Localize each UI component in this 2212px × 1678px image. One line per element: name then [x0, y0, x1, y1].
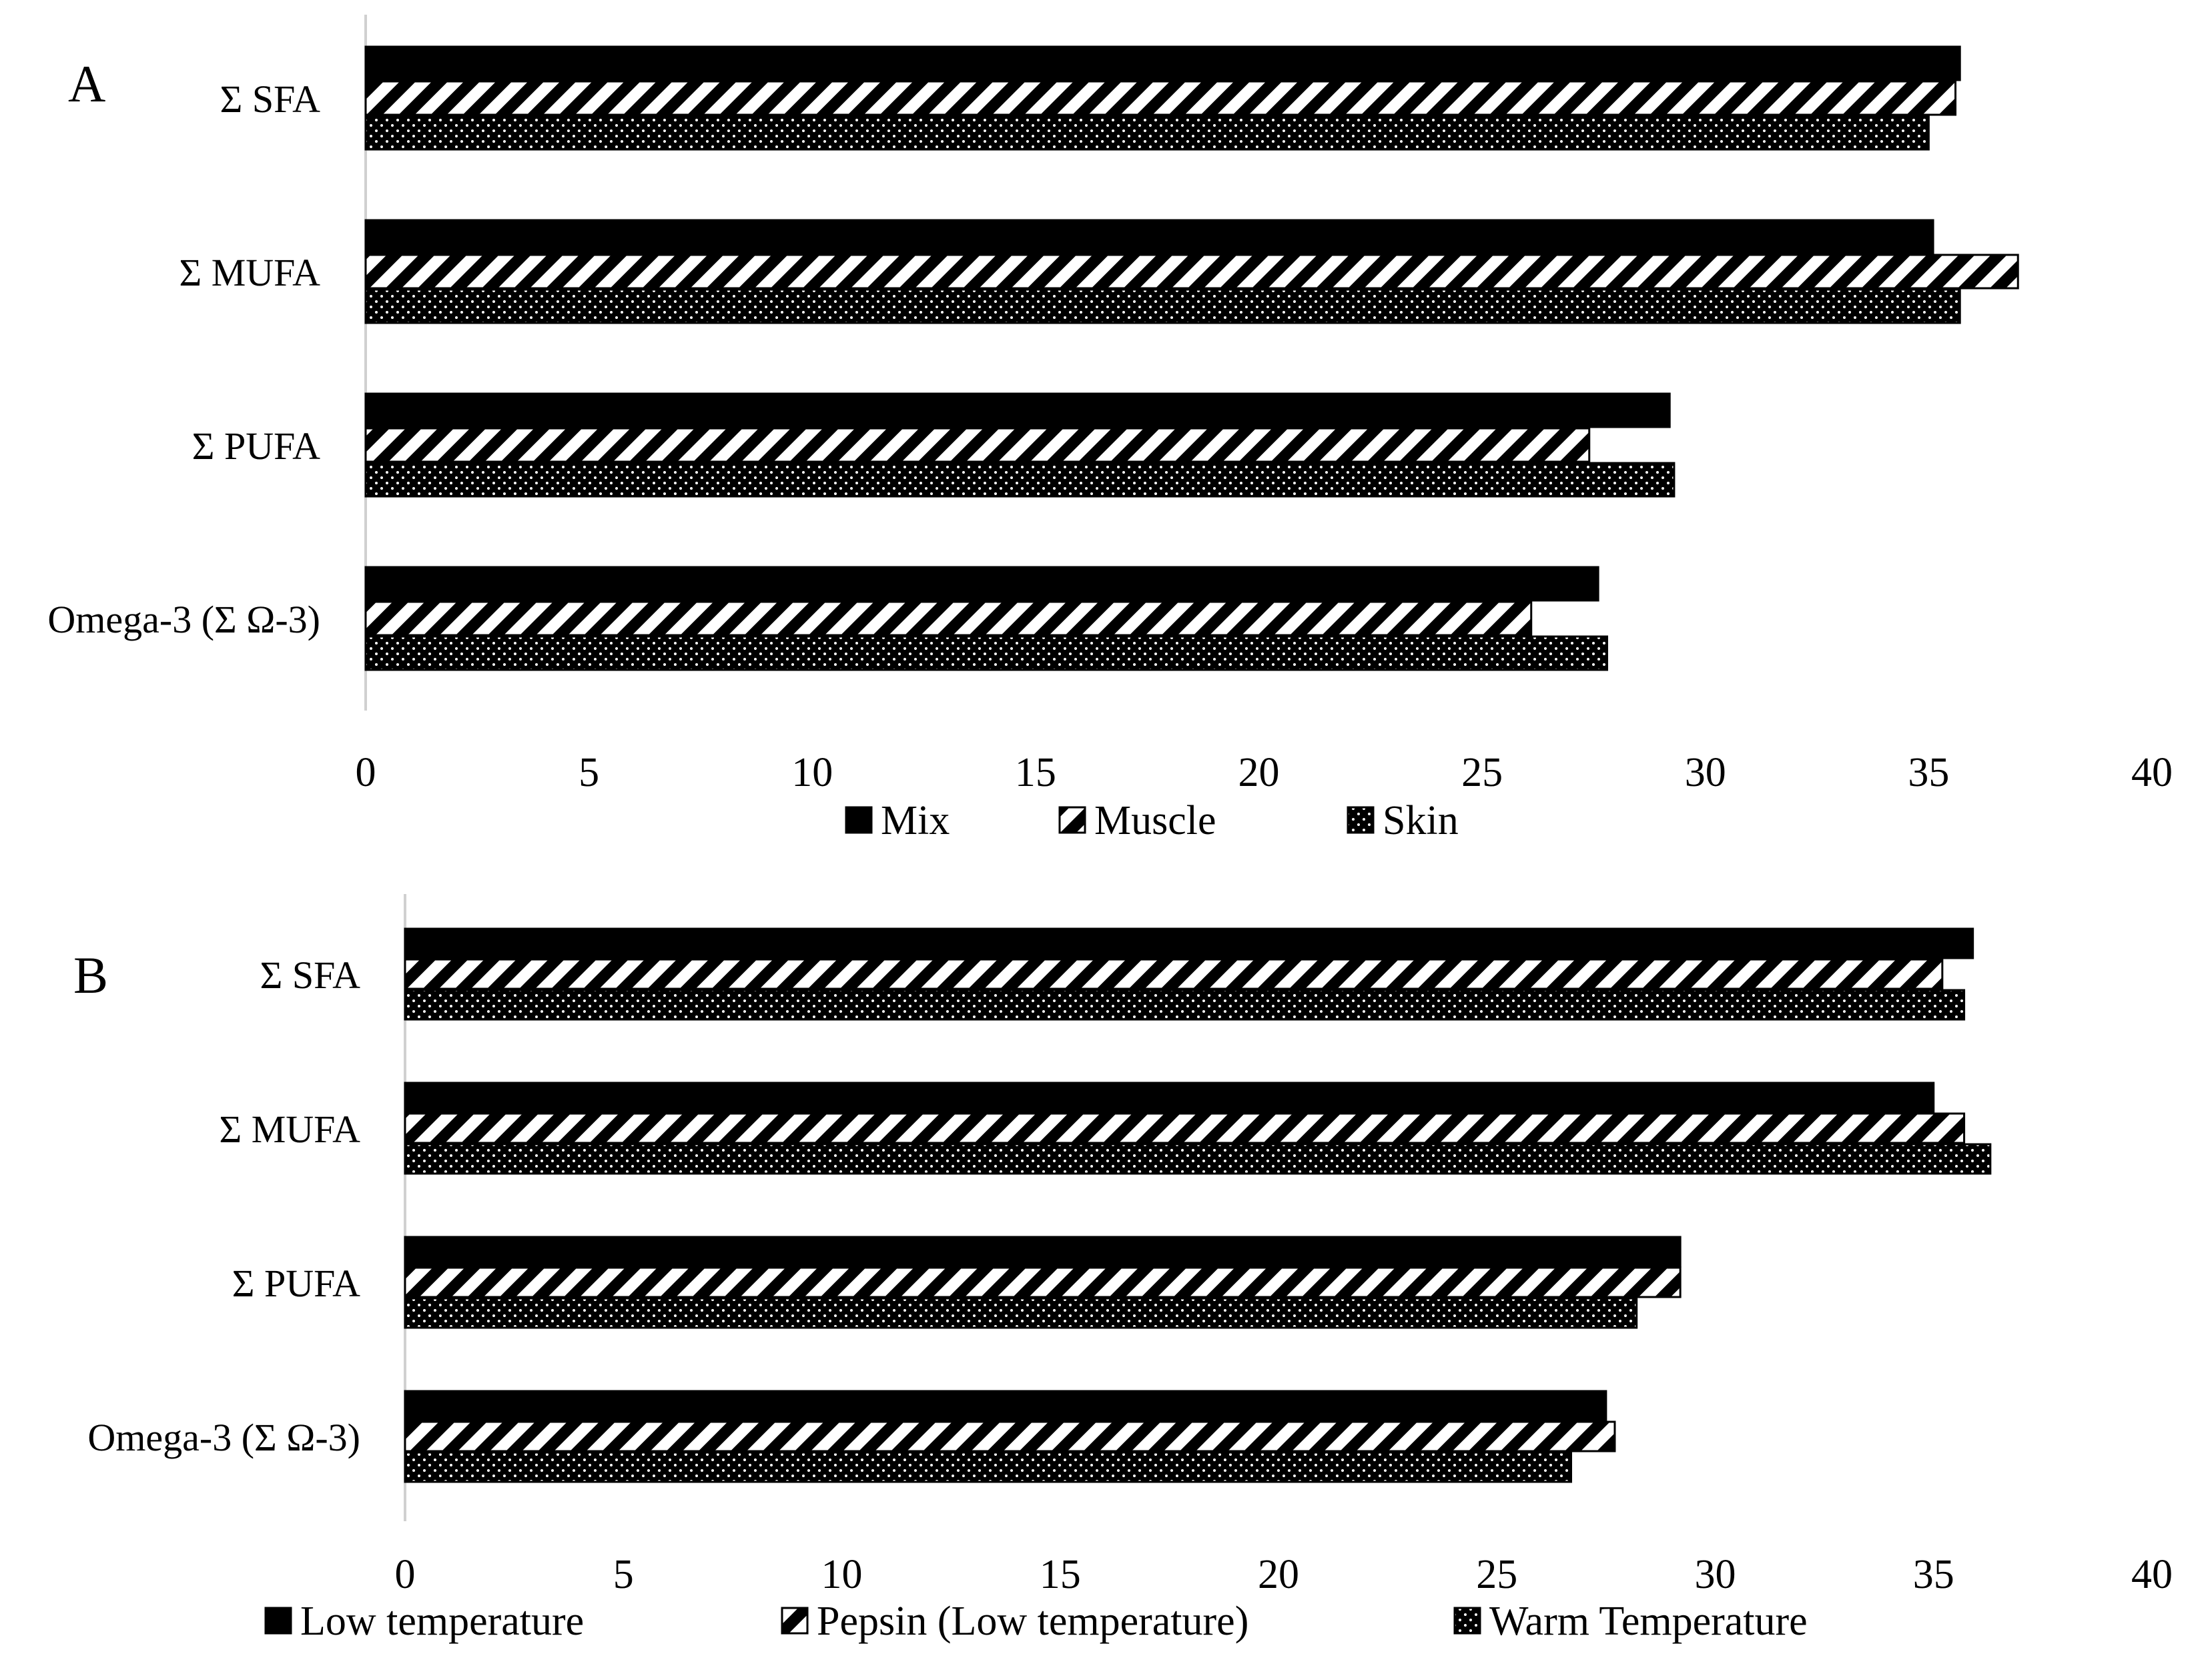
bar-warm-temperature-0: [404, 989, 1966, 1021]
bar-skin-2: [364, 462, 1676, 498]
x-tick-label: 5: [613, 1552, 634, 1597]
bar-pepsin-low-temperature-0: [404, 958, 1944, 990]
legend-label: Warm Temperature: [1489, 1599, 1808, 1644]
panel-label: A: [68, 55, 105, 113]
x-tick-label: 15: [1015, 750, 1056, 795]
legend-swatch: [1347, 806, 1375, 834]
chart-panel-a: A Σ SFA Σ MUFA Σ PUFA Omega-3 (Σ Ω-3) 0 5 10 15 2…: [47, 15, 2173, 843]
bar-skin-1: [364, 288, 1961, 324]
bar-pepsin-low-temperature-2: [404, 1266, 1682, 1298]
bar-mix-2: [364, 392, 1671, 428]
legend-label: Low temperature: [300, 1599, 584, 1644]
bar-skin-0: [364, 115, 1930, 151]
bar-warm-temperature-1: [404, 1143, 1992, 1175]
bar-mix-3: [364, 566, 1599, 602]
category-label: Σ PUFA: [192, 424, 320, 468]
bar-skin-3: [364, 635, 1609, 671]
legend-label: Muscle: [1094, 798, 1216, 843]
bar-muscle-0: [364, 80, 1957, 116]
bar-muscle-2: [364, 427, 1591, 463]
legend-swatch: [1453, 1607, 1481, 1635]
category-label: Omega-3 (Σ Ω-3): [87, 1416, 360, 1459]
bar-mix-0: [364, 45, 1961, 81]
bar-mix-1: [364, 219, 1934, 255]
bar-warm-temperature-2: [404, 1297, 1638, 1329]
x-tick-label: 20: [1258, 1552, 1299, 1597]
bar-warm-temperature-3: [404, 1451, 1573, 1483]
bar-low-temperature-2: [404, 1236, 1682, 1268]
x-tick-label: 35: [1913, 1552, 1954, 1597]
category-label: Σ SFA: [260, 953, 360, 997]
x-tick-label: 0: [395, 1552, 416, 1597]
x-tick-label: 35: [1908, 750, 1949, 795]
x-tick-label: 15: [1040, 1552, 1081, 1597]
chart-panel-b: B Σ SFA Σ MUFA Σ PUFA Omega-3 (Σ Ω-3) 0 5 10 15 2…: [73, 894, 2173, 1644]
panel-label: B: [73, 946, 108, 1004]
x-tick-label: 10: [791, 750, 833, 795]
legend-swatch: [781, 1607, 809, 1635]
x-tick-label: 40: [2131, 1552, 2173, 1597]
x-tick-label: 10: [821, 1552, 863, 1597]
x-tick-label: 30: [1695, 1552, 1736, 1597]
legend-swatch: [845, 806, 873, 834]
bar-low-temperature-0: [404, 927, 1974, 959]
bar-muscle-3: [364, 600, 1533, 637]
legend-label: Mix: [881, 798, 950, 843]
bar-pepsin-low-temperature-3: [404, 1420, 1616, 1452]
category-label: Σ SFA: [220, 77, 320, 121]
x-tick-label: 30: [1685, 750, 1726, 795]
x-tick-label: 40: [2131, 750, 2173, 795]
x-tick-label: 20: [1238, 750, 1280, 795]
category-label: Σ MUFA: [219, 1108, 360, 1151]
category-label: Σ MUFA: [179, 251, 320, 294]
x-tick-label: 25: [1476, 1552, 1517, 1597]
category-label: Omega-3 (Σ Ω-3): [47, 598, 320, 641]
bar-low-temperature-3: [404, 1390, 1607, 1422]
bar-muscle-1: [364, 254, 2019, 290]
x-tick-label: 5: [579, 750, 599, 795]
bar-pepsin-low-temperature-1: [404, 1112, 1966, 1144]
category-label: Σ PUFA: [232, 1262, 360, 1305]
x-tick-label: 25: [1461, 750, 1503, 795]
legend-swatch: [1058, 806, 1086, 834]
bar-low-temperature-1: [404, 1082, 1935, 1114]
x-tick-label: 0: [356, 750, 376, 795]
legend-swatch: [264, 1607, 292, 1635]
legend-label: Pepsin (Low temperature): [817, 1599, 1248, 1644]
legend-label: Skin: [1383, 798, 1459, 843]
